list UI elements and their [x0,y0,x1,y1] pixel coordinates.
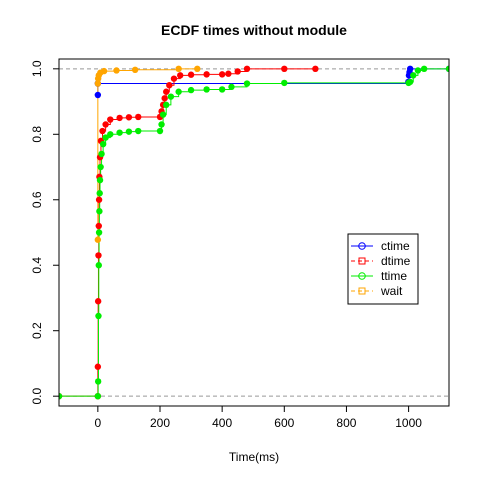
data-point-ttime-15 [125,128,133,135]
data-point-dtime-19 [161,95,168,102]
data-point-ctime-0 [94,91,102,99]
y-tick-label-1: 0.2 [30,322,44,339]
data-point-dtime-6 [95,196,103,203]
data-point-dtime-5 [95,222,102,230]
data-point-ttime-30 [406,78,414,86]
legend-marker-ttime [358,272,366,280]
data-point-ttime-3 [95,312,102,320]
data-point-ttime-16 [135,127,142,135]
data-point-dtime-27 [225,70,232,77]
data-point-dtime-29 [243,65,251,73]
data-point-ttime-34 [445,65,449,73]
data-point-ttime-25 [218,86,226,93]
data-point-dtime-12 [107,116,114,123]
data-point-ttime-24 [203,86,210,93]
data-point-ttime-5 [95,229,103,236]
data-point-ttime-31 [410,72,417,79]
x-axis-label: Time(ms) [229,450,279,464]
data-point-ttime-13 [107,131,114,138]
data-point-dtime-11 [102,121,109,128]
data-point-ttime-19 [159,111,167,118]
data-point-ctime-5 [406,65,414,73]
data-point-dtime-3 [94,298,102,305]
data-point-dtime-15 [135,113,142,121]
data-point-wait-7 [131,66,139,74]
x-axis: 0 200 400 600 800 1000 [95,405,422,430]
data-point-ttime-12 [102,134,109,141]
data-point-dtime-28 [234,68,241,75]
data-point-ttime-18 [158,121,165,128]
x-tick-label-0: 0 [95,416,102,430]
data-point-ttime-33 [420,65,428,73]
legend-label-ctime: ctime [381,239,410,253]
legend-marker-dtime [358,257,366,265]
data-point-dtime-10 [99,127,106,135]
data-point-dtime-31 [312,65,319,73]
x-tick-label-5: 1000 [395,416,422,430]
data-point-dtime-20 [163,88,170,95]
data-point-ttime-4 [95,262,102,269]
data-point-ttime-21 [167,93,175,100]
data-point-dtime-26 [218,71,226,78]
data-point-ttime-9 [97,163,104,171]
data-point-ttime-8 [96,176,104,184]
y-tick-label-5: 1.0 [30,60,44,77]
data-point-ttime-20 [163,101,170,109]
data-point-ttime-10 [98,150,105,158]
x-tick-label-2: 400 [212,416,232,430]
legend-label-ttime: ttime [381,269,407,283]
data-point-ttime-14 [116,129,123,136]
data-point-wait-5 [100,67,108,75]
data-point-dtime-22 [170,75,178,82]
chart-title: ECDF times without module [161,22,347,38]
data-point-dtime-24 [187,71,195,78]
data-point-wait-8 [175,65,182,73]
data-point-ttime-0 [59,392,63,400]
x-tick-label-1: 200 [150,416,170,430]
data-point-ttime-23 [187,86,195,94]
y-tick-label-4: 0.8 [30,126,44,143]
x-tick-label-3: 600 [274,416,294,430]
data-point-dtime-13 [116,114,123,122]
data-point-dtime-14 [125,114,133,121]
y-axis: 0.0 0.2 0.4 0.6 0.8 1.0 [30,60,59,405]
y-tick-label-0: 0.0 [30,388,44,405]
data-point-dtime-30 [281,65,288,73]
legend-label-dtime: dtime [381,254,411,268]
data-point-ttime-17 [156,127,164,135]
data-point-ttime-7 [96,190,103,197]
data-point-wait-6 [113,67,120,74]
data-point-dtime-21 [166,81,173,89]
data-point-ttime-2 [94,378,102,385]
data-point-ttime-32 [414,67,422,74]
data-point-ttime-6 [96,208,103,215]
data-point-wait-9 [194,65,201,73]
legend-label-wait: wait [380,284,403,298]
data-point-dtime-4 [95,252,102,259]
x-tick-label-4: 800 [336,416,356,430]
data-point-ttime-28 [281,79,288,87]
data-point-ttime-26 [228,83,235,91]
data-point-wait-0 [94,236,102,243]
data-point-dtime-23 [176,72,184,79]
plot-area [59,65,449,400]
legend-marker-wait [358,287,366,295]
legend-marker-ctime [358,242,366,250]
data-point-ttime-27 [243,80,251,87]
data-point-wait-1 [94,80,102,87]
y-tick-label-2: 0.4 [30,257,44,274]
data-point-dtime-2 [94,363,102,370]
y-tick-label-3: 0.6 [30,191,44,208]
data-point-dtime-25 [203,71,210,78]
data-point-ttime-11 [99,140,107,148]
data-point-ttime-22 [175,88,182,95]
data-point-ttime-1 [94,392,102,400]
